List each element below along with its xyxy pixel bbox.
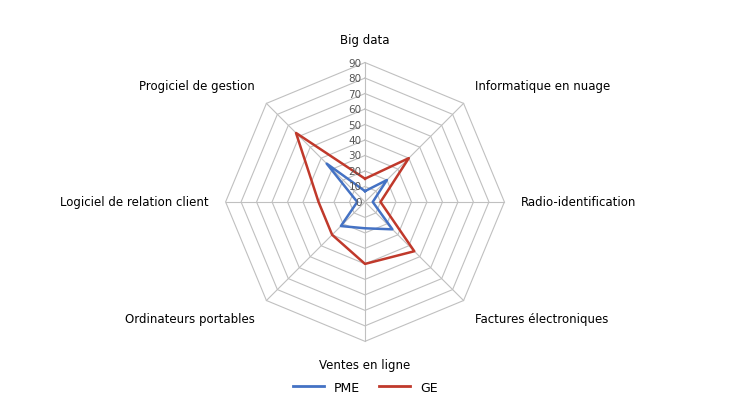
Text: 10: 10 [348, 182, 361, 192]
Text: 70: 70 [348, 89, 361, 99]
Text: 0: 0 [355, 198, 361, 207]
Text: Progiciel de gestion: Progiciel de gestion [139, 79, 255, 92]
Text: 20: 20 [348, 166, 361, 177]
Text: Factures électroniques: Factures électroniques [475, 312, 609, 326]
Text: 30: 30 [348, 151, 361, 161]
Text: 50: 50 [348, 120, 361, 130]
Legend: PME, GE: PME, GE [288, 376, 442, 399]
Text: Radio-identification: Radio-identification [521, 196, 637, 209]
Text: Logiciel de relation client: Logiciel de relation client [61, 196, 209, 209]
Text: 90: 90 [348, 58, 361, 68]
Text: Ventes en ligne: Ventes en ligne [320, 358, 410, 371]
Text: 80: 80 [348, 74, 361, 84]
Text: 40: 40 [348, 136, 361, 146]
Text: 60: 60 [348, 105, 361, 115]
Text: Ordinateurs portables: Ordinateurs portables [125, 312, 255, 326]
Text: Informatique en nuage: Informatique en nuage [475, 79, 611, 92]
Text: Big data: Big data [340, 34, 390, 47]
